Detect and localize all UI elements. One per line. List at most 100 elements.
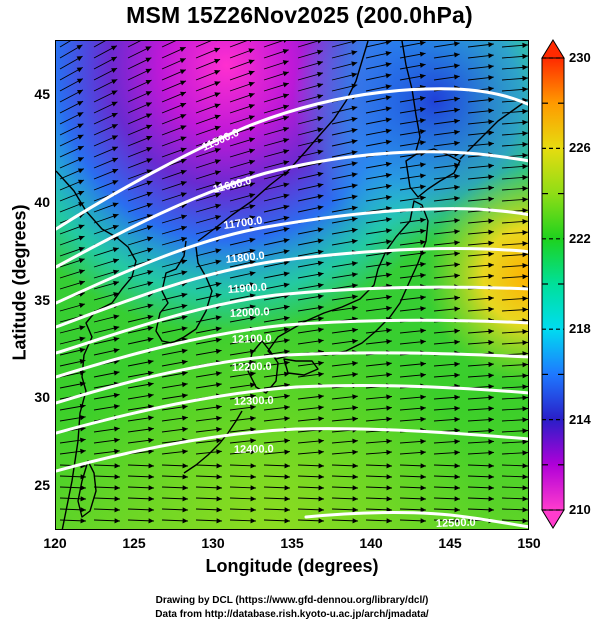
- wind-arrow-head: [318, 360, 324, 366]
- wind-arrow-head: [488, 417, 494, 423]
- wind-arrow-head: [454, 485, 460, 491]
- wind-arrow-head: [317, 41, 322, 44]
- wind-arrow-head: [282, 82, 289, 88]
- wind-arrow-head: [454, 439, 460, 445]
- wind-arrow-head: [147, 247, 153, 253]
- wind-arrow-head: [283, 204, 290, 210]
- wind-arrow-head: [420, 339, 426, 345]
- contour-label: 11700.0: [223, 215, 263, 232]
- wind-arrow-head: [386, 394, 392, 400]
- wind-arrow-head: [113, 280, 119, 286]
- wind-arrow-head: [522, 152, 528, 159]
- wind-arrow-head: [488, 361, 494, 368]
- wind-arrow-head: [420, 228, 426, 234]
- wind-arrow-head: [80, 496, 86, 502]
- wind-arrow-head: [283, 249, 290, 255]
- wind-arrow-head: [318, 405, 324, 411]
- wind-arrow: [195, 41, 212, 48]
- wind-arrow-head: [248, 81, 255, 87]
- wind-arrow-head: [522, 439, 528, 445]
- wind-arrow-head: [147, 393, 154, 399]
- wind-arrow-head: [215, 337, 222, 343]
- wind-arrow-head: [250, 382, 256, 388]
- wind-arrow-head: [215, 203, 221, 209]
- wind-arrow-head: [78, 269, 85, 275]
- contour-line: [56, 247, 528, 329]
- colorbar-ticks: [542, 57, 564, 511]
- wind-arrow-head: [284, 485, 290, 491]
- wind-arrow-head: [317, 205, 324, 211]
- wind-arrow-head: [454, 52, 460, 58]
- wind-arrow-head: [114, 463, 120, 469]
- x-tick-label: 135: [280, 535, 304, 551]
- wind-arrow-head: [488, 463, 494, 469]
- wind-arrow-head: [522, 252, 528, 258]
- wind-arrow-head: [488, 439, 494, 445]
- wind-arrow-head: [114, 485, 120, 491]
- wind-arrow-head: [147, 359, 154, 365]
- wind-arrow-head: [522, 340, 528, 346]
- wind-arrow-head: [146, 191, 153, 197]
- colorbar-tick-label: 222: [569, 231, 591, 246]
- wind-arrow-head: [318, 474, 324, 480]
- wind-arrow-head: [386, 272, 392, 278]
- wind-arrow-head: [80, 437, 86, 443]
- wind-arrow-head: [283, 315, 290, 322]
- wind-arrow-head: [386, 327, 392, 334]
- wind-arrow-head: [148, 518, 154, 524]
- wind-arrow-head: [181, 359, 188, 365]
- wind-arrow-head: [249, 337, 256, 344]
- wind-arrow-head: [248, 137, 255, 143]
- wind-arrow-head: [284, 438, 290, 444]
- wind-arrow-head: [420, 372, 426, 378]
- wind-arrow-head: [522, 296, 528, 302]
- wind-arrow-head: [283, 126, 289, 132]
- wind-arrow-head: [283, 238, 290, 244]
- wind-arrow-head: [454, 372, 460, 378]
- wind-arrow-head: [148, 449, 154, 455]
- wind-arrow: [263, 41, 283, 48]
- wind-arrow-head: [522, 485, 528, 491]
- wind-arrow-head: [282, 60, 289, 66]
- wind-arrow-head: [488, 75, 494, 81]
- wind-arrow-head: [146, 124, 152, 130]
- wind-arrow-head: [318, 507, 324, 513]
- wind-arrow-head: [488, 229, 494, 235]
- wind-arrow-head: [248, 92, 255, 98]
- wind-arrow-head: [248, 104, 255, 109]
- wind-arrow-head: [522, 274, 528, 280]
- wind-arrow: [127, 41, 141, 48]
- wind-arrow-head: [420, 272, 426, 279]
- wind-arrow-head: [145, 113, 152, 119]
- wind-arrow-head: [488, 384, 494, 390]
- wind-arrow-head: [351, 116, 358, 122]
- wind-arrow-head: [488, 428, 494, 434]
- wind-arrow-head: [318, 518, 324, 524]
- wind-arrow-head: [76, 56, 83, 62]
- wind-arrow-head: [488, 240, 494, 246]
- wind-arrow-head: [114, 474, 120, 480]
- wind-arrow-head: [216, 463, 222, 469]
- wind-arrow-head: [488, 64, 494, 70]
- wind-arrow-head: [522, 263, 528, 269]
- wind-arrow-head: [77, 134, 84, 140]
- wind-arrow-head: [113, 269, 119, 275]
- wind-arrow-head: [420, 261, 426, 267]
- wind-arrow-head: [216, 438, 222, 444]
- wind-arrow-head: [454, 63, 460, 69]
- wind-arrow-head: [284, 463, 290, 469]
- wind-arrow-head: [419, 51, 426, 57]
- wind-arrow-head: [214, 103, 221, 109]
- wind-arrow-head: [214, 125, 221, 131]
- wind-arrow-head: [454, 140, 460, 146]
- wind-arrow-head: [283, 138, 290, 143]
- wind-arrow-head: [216, 474, 222, 480]
- wind-arrow-head: [79, 302, 85, 308]
- wind-arrow-head: [420, 162, 426, 168]
- wind-arrow-head: [317, 105, 324, 111]
- wind-arrow-head: [351, 161, 358, 167]
- wind-arrow: [229, 41, 248, 48]
- map-plot-area: 11500.0 11600.0 11700.0 11800.0 11900.0 …: [55, 40, 529, 530]
- shikoku-coastline: [283, 358, 319, 376]
- height-contours: [56, 87, 528, 529]
